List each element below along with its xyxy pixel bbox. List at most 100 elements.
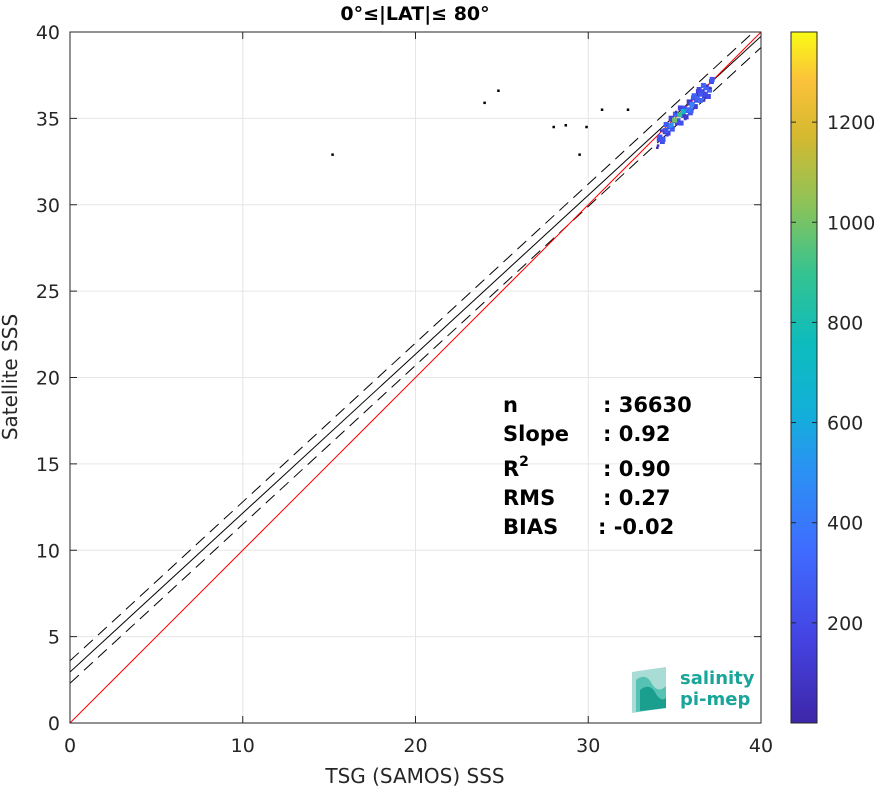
identity-line [70,32,761,723]
stat-bias-value: : -0.02 [598,515,674,539]
fit-line [70,35,761,673]
y-tick-label: 20 [36,368,60,390]
density-point [696,86,702,92]
y-tick-label: 10 [36,540,60,562]
logo-line1: salinity [680,668,755,689]
density-point [656,144,660,147]
density-point [700,82,706,88]
density-point [659,129,663,132]
colorbar-tick-label: 1200 [827,112,875,134]
density-point [668,122,674,128]
logo-wave-icon [632,667,666,713]
colorbar [790,31,818,724]
density-point [692,104,698,110]
colorbar-tick-label: 800 [827,312,863,334]
y-tick-label: 15 [36,454,60,476]
density-point [660,136,666,142]
density-point [705,94,711,100]
density-point [665,130,671,136]
fit-upper-bound-line [70,32,755,662]
density-points [331,76,715,156]
density-point [681,105,687,111]
density-point [685,107,691,113]
stat-rms-label: RMS [503,486,555,510]
density-point [564,124,568,127]
y-tick-label: 5 [48,627,60,649]
stat-n-label: n [503,393,518,417]
density-point [705,84,709,87]
fit-lower-bound-line [70,47,761,684]
density-point [626,108,630,111]
density-point [672,117,678,123]
y-ticks: 0 5 10 15 20 25 30 35 40 [36,22,761,735]
x-axis-label: TSG (SAMOS) SSS [324,764,504,788]
stat-slope-label: Slope [503,422,569,446]
density-point [702,99,706,102]
density-point [697,97,703,103]
colorbar-ticks: 200 400 600 800 1000 1200 [791,112,875,635]
salinity-pi-mep-logo: salinity pi-mep [632,667,755,713]
x-ticks: 0 10 20 30 40 [64,32,773,757]
stat-r2-superscript: 2 [519,454,529,470]
stat-slope-value: : 0.92 [603,422,671,446]
density-point [678,120,684,126]
x-tick-label: 20 [403,735,427,757]
density-point [497,89,500,92]
stats-box: n : 36630 Slope : 0.92 R2 : 0.90 RMS : 0… [503,393,692,539]
y-axis-label: Satellite SSS [0,314,22,440]
x-tick-label: 10 [231,735,255,757]
density-point [703,85,709,91]
density-point [709,86,712,90]
colorbar-tick-label: 200 [827,613,863,635]
density-point [656,146,659,149]
stat-r2-value: : 0.90 [603,457,671,481]
density-point [702,91,708,97]
density-point [578,153,581,156]
density-point [600,108,604,111]
stat-r2-label: R2 [503,454,529,481]
x-tick-label: 40 [749,735,773,757]
density-point [675,118,681,124]
stat-bias-label: BIAS [503,515,558,539]
density-point [677,105,683,111]
y-tick-label: 0 [48,713,60,735]
density-point [689,102,695,108]
density-point [709,76,715,82]
density-point [688,108,694,114]
density-point [677,112,683,118]
colorbar-tick-label: 1000 [827,212,875,234]
density-point [669,126,675,132]
density-point [686,99,692,105]
stat-r2-label-base: R [503,457,519,481]
y-tick-label: 30 [36,195,60,217]
chart-title: 0°≤|LAT|≤ 80° [340,3,489,25]
density-point [674,110,678,114]
colorbar-tick-label: 600 [827,413,863,435]
colorbar-tick-label: 400 [827,513,863,535]
x-tick-label: 30 [576,735,600,757]
y-tick-label: 35 [36,108,60,130]
x-tick-label: 0 [64,735,76,757]
regression-lines [70,32,761,723]
density-point [331,153,334,156]
density-point [668,115,674,121]
density-point [683,114,689,120]
density-point [663,127,669,133]
stat-n-value: : 36630 [603,393,692,417]
density-point [691,93,697,99]
density-point [680,108,686,114]
density-point [707,87,713,93]
density-point [694,95,700,101]
density-point [698,91,704,97]
y-tick-label: 25 [36,281,60,303]
density-point [672,111,678,117]
density-point [657,134,663,140]
density-point [585,125,588,129]
density-point [483,101,486,105]
density-point [663,121,669,127]
stat-rms-value: : 0.27 [603,486,671,510]
density-point [680,112,686,118]
logo-line2: pi-mep [680,689,750,710]
y-tick-label: 40 [36,22,60,44]
